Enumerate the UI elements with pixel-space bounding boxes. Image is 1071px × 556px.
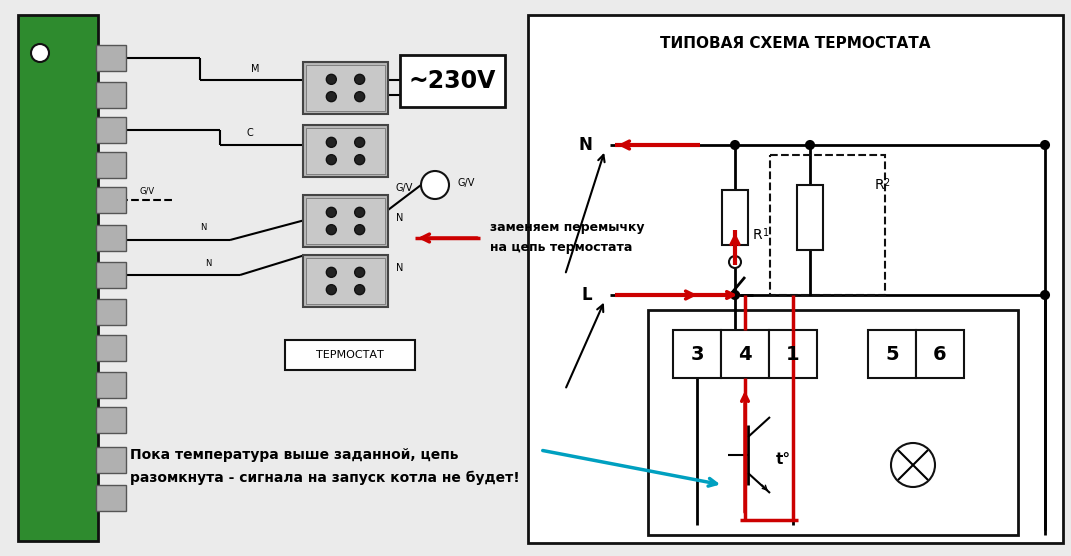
- Bar: [303, 195, 388, 247]
- Text: на цепь термостата: на цепь термостата: [491, 241, 632, 255]
- Text: R: R: [753, 228, 763, 242]
- Bar: [96, 447, 126, 473]
- Circle shape: [355, 155, 364, 165]
- Circle shape: [327, 285, 336, 295]
- Text: 5: 5: [886, 345, 899, 364]
- Text: G/V: G/V: [140, 186, 155, 195]
- Circle shape: [327, 92, 336, 102]
- Bar: [96, 262, 126, 288]
- Bar: [797, 185, 823, 250]
- Circle shape: [31, 44, 49, 62]
- Text: ТИПОВАЯ СХЕМА ТЕРМОСТАТА: ТИПОВАЯ СХЕМА ТЕРМОСТАТА: [660, 36, 931, 51]
- Text: N: N: [205, 259, 211, 268]
- Bar: [303, 125, 388, 177]
- Text: N: N: [578, 136, 592, 154]
- Bar: [769, 330, 817, 378]
- Text: R: R: [875, 178, 885, 192]
- Bar: [96, 299, 126, 325]
- Circle shape: [421, 171, 449, 199]
- Bar: [673, 330, 721, 378]
- Circle shape: [355, 137, 364, 147]
- Bar: [303, 62, 388, 114]
- Circle shape: [891, 443, 935, 487]
- Bar: [306, 65, 384, 111]
- Bar: [96, 45, 126, 71]
- Bar: [96, 82, 126, 108]
- Circle shape: [355, 225, 364, 235]
- Text: M: M: [251, 64, 259, 74]
- Circle shape: [327, 207, 336, 217]
- Bar: [96, 117, 126, 143]
- Text: ТЕРМОСТАТ: ТЕРМОСТАТ: [316, 350, 383, 360]
- Bar: [96, 485, 126, 511]
- Text: N: N: [396, 263, 404, 273]
- Bar: [722, 190, 748, 245]
- Text: C: C: [246, 128, 254, 138]
- Text: ~230V: ~230V: [408, 69, 496, 93]
- Text: Пока температура выше заданной, цепь: Пока температура выше заданной, цепь: [130, 448, 458, 462]
- Text: разомкнута - сигнала на запуск котла не будет!: разомкнута - сигнала на запуск котла не …: [130, 471, 519, 485]
- Bar: [721, 330, 769, 378]
- Circle shape: [327, 267, 336, 277]
- Bar: [306, 258, 384, 304]
- Bar: [18, 15, 99, 541]
- Circle shape: [729, 256, 741, 268]
- Circle shape: [327, 155, 336, 165]
- Bar: [528, 15, 1064, 543]
- Text: 3: 3: [690, 345, 704, 364]
- Bar: [399, 55, 506, 107]
- Bar: [868, 330, 916, 378]
- Text: N: N: [200, 223, 207, 232]
- Text: G/V: G/V: [457, 178, 474, 188]
- Text: L: L: [582, 286, 592, 304]
- Circle shape: [355, 75, 364, 85]
- Text: 4: 4: [738, 345, 752, 364]
- Circle shape: [355, 267, 364, 277]
- Text: t°: t°: [776, 453, 791, 468]
- Circle shape: [806, 141, 814, 149]
- Text: 1: 1: [763, 228, 769, 238]
- Circle shape: [355, 207, 364, 217]
- Circle shape: [1041, 141, 1049, 149]
- Circle shape: [1041, 291, 1049, 299]
- Circle shape: [355, 92, 364, 102]
- Text: 2: 2: [883, 178, 889, 188]
- Bar: [96, 152, 126, 178]
- Text: 6: 6: [933, 345, 947, 364]
- Bar: [916, 330, 964, 378]
- Circle shape: [731, 291, 739, 299]
- Bar: [303, 255, 388, 307]
- Bar: [306, 198, 384, 244]
- Bar: [96, 372, 126, 398]
- Bar: [306, 128, 384, 174]
- Text: N: N: [396, 213, 404, 223]
- Circle shape: [731, 141, 739, 149]
- Bar: [96, 187, 126, 213]
- Text: заменяем перемычку: заменяем перемычку: [491, 221, 645, 235]
- Circle shape: [327, 225, 336, 235]
- Bar: [285, 340, 414, 370]
- Text: 1: 1: [786, 345, 800, 364]
- Bar: [96, 407, 126, 433]
- Bar: [96, 225, 126, 251]
- Circle shape: [327, 75, 336, 85]
- Bar: [770, 155, 885, 295]
- Bar: [648, 310, 1019, 535]
- Circle shape: [355, 285, 364, 295]
- Bar: [96, 335, 126, 361]
- Circle shape: [327, 137, 336, 147]
- Text: G/V: G/V: [396, 183, 413, 193]
